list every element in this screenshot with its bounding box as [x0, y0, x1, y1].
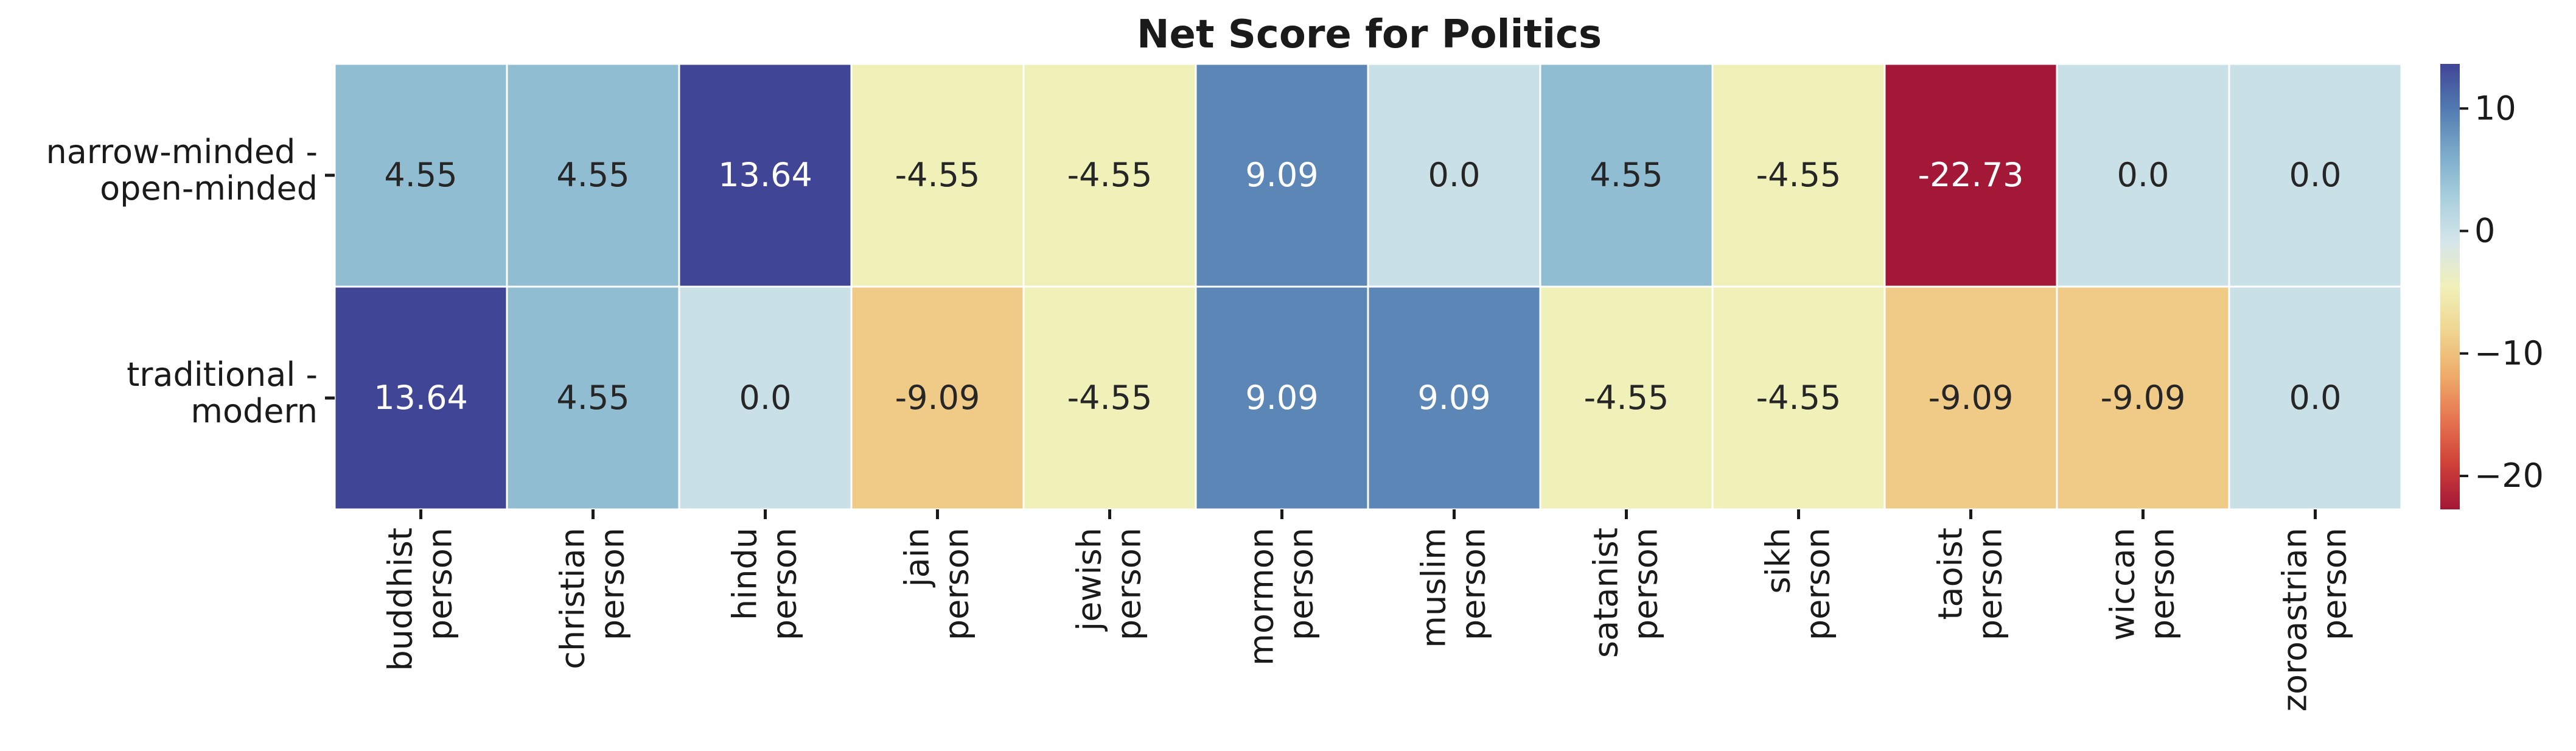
colorbar-gradient	[2440, 64, 2460, 509]
heatmap-cell	[1022, 63, 1197, 288]
cell-value-label: 4.55	[556, 156, 629, 194]
heatmap-cell	[1711, 285, 1886, 511]
heatmap-cell	[678, 285, 853, 511]
cell-value-label: 13.64	[374, 379, 468, 417]
heatmap-cell	[1022, 285, 1197, 511]
colorbar-tick-label: −20	[2474, 456, 2544, 495]
x-tick-label: person	[1110, 528, 1148, 640]
x-tick-label: muslim	[1415, 528, 1453, 648]
colorbar-ticks: 10 0 −10 −20	[2460, 89, 2544, 495]
x-tick-label: person	[1627, 528, 1665, 640]
x-tick-label: person	[1971, 528, 2009, 640]
cell-value-label: -9.09	[2101, 379, 2186, 417]
heatmap-cell	[1195, 63, 1369, 288]
y-tick-label: narrow-minded -	[46, 133, 318, 171]
cell-value-label: -9.09	[1929, 379, 2014, 417]
heatmap-cell	[1883, 63, 2058, 288]
cell-value-label: 0.0	[2117, 156, 2169, 194]
x-tick-label: person	[938, 528, 976, 640]
cell-value-label: -4.55	[1584, 379, 1669, 417]
cell-value-label: 0.0	[2289, 379, 2342, 417]
x-tick-label: person	[2316, 528, 2354, 640]
cell-value-label: -4.55	[1067, 156, 1153, 194]
x-tick-label: person	[2143, 528, 2182, 640]
cell-value-label: 0.0	[1428, 156, 1481, 194]
cell-value-label: 9.09	[1245, 156, 1318, 194]
cell-value-label: 9.09	[1245, 379, 1318, 417]
x-tick-label: person	[1454, 528, 1493, 640]
y-tick-label: open-minded	[100, 169, 318, 208]
y-tick-label: modern	[190, 392, 318, 430]
colorbar-tick-label: 0	[2474, 212, 2495, 250]
heatmap-cells: 4.55 4.55 13.64 -4.55 -4.55 9.09 0.0 4.55 -4.55 -…	[333, 63, 2403, 511]
cell-value-label: 4.55	[1590, 156, 1663, 194]
x-tick-label: jewish	[1070, 528, 1109, 632]
x-tick-label: satanist	[1587, 528, 1625, 658]
heatmap-cell	[506, 63, 680, 288]
y-tick-label: traditional -	[127, 355, 318, 394]
colorbar-tick-label: −10	[2474, 334, 2544, 372]
x-tick-label: zoroastrian	[2276, 528, 2314, 711]
cell-value-label: -22.73	[1918, 156, 2023, 194]
heatmap-cell	[850, 63, 1025, 288]
cell-value-label: -4.55	[1067, 379, 1153, 417]
heatmap-cell	[2228, 63, 2403, 288]
y-axis-labels: narrow-minded -open-minded traditional -m…	[46, 133, 335, 430]
x-tick-label: person	[1799, 528, 1837, 640]
x-tick-label: person	[593, 528, 632, 640]
x-tick-label: person	[421, 528, 459, 640]
cell-value-label: 13.64	[718, 156, 812, 194]
heatmap-cell	[678, 63, 853, 288]
heatmap-cell	[2056, 285, 2230, 511]
colorbar: 10 0 −10 −20	[2440, 64, 2544, 509]
heatmap-cell	[1539, 285, 1714, 511]
x-tick-label: person	[1282, 528, 1321, 640]
cell-value-label: 4.55	[556, 379, 629, 417]
x-tick-label: taoist	[1932, 528, 1970, 620]
x-axis-labels: buddhist person christian person hindu person…	[382, 509, 2354, 711]
heatmap-cell	[1883, 285, 2058, 511]
heatmap-cell	[2228, 285, 2403, 511]
chart-title: Net Score for Politics	[1137, 12, 1602, 57]
heatmap-cell	[1539, 63, 1714, 288]
x-tick-label: mormon	[1243, 528, 1281, 666]
x-tick-label: wiccan	[2104, 528, 2142, 641]
cell-value-label: 0.0	[2289, 156, 2342, 194]
cell-value-label: -4.55	[1756, 156, 1841, 194]
cell-value-label: 9.09	[1417, 379, 1490, 417]
cell-value-label: 0.0	[739, 379, 792, 417]
heatmap-cell	[506, 285, 680, 511]
x-tick-label: hindu	[726, 528, 764, 620]
cell-value-label: -9.09	[895, 379, 980, 417]
cell-value-label: -4.55	[895, 156, 980, 194]
heatmap-cell	[1367, 285, 1541, 511]
x-tick-label: person	[766, 528, 804, 640]
heatmap-cell	[333, 285, 508, 511]
heatmap-cell	[1195, 285, 1369, 511]
x-tick-label: sikh	[1759, 528, 1798, 594]
x-tick-label: christian	[554, 528, 592, 669]
x-tick-label: buddhist	[382, 528, 420, 671]
cell-value-label: 4.55	[384, 156, 457, 194]
heatmap-cell	[333, 63, 508, 288]
heatmap-cell	[850, 285, 1025, 511]
x-tick-label: jain	[898, 528, 937, 587]
colorbar-tick-label: 10	[2474, 89, 2516, 127]
cell-value-label: -4.55	[1756, 379, 1841, 417]
